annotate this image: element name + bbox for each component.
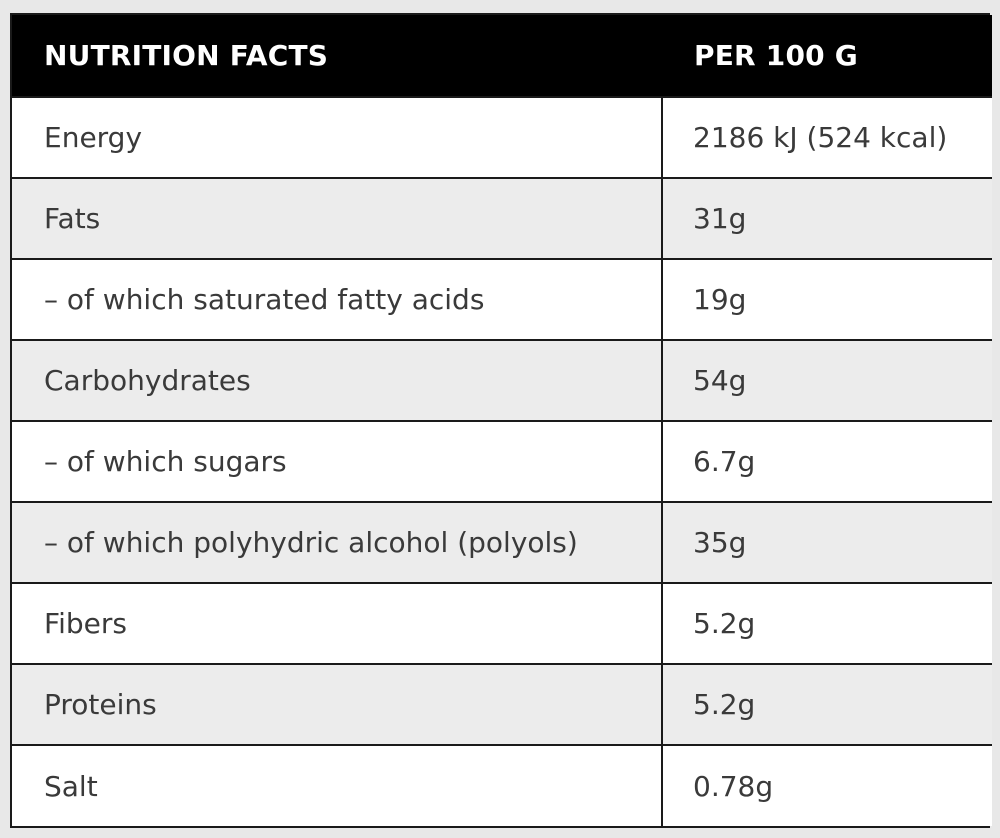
table-row: Energy 2186 kJ (524 kcal): [12, 96, 992, 178]
nutrient-value: 2186 kJ (524 kcal): [661, 96, 992, 178]
nutrient-name: – of which sugars: [12, 420, 662, 502]
table-row: Fats 31g: [12, 177, 992, 259]
nutrient-value: 31g: [661, 177, 992, 259]
table-row: Carbohydrates 54g: [12, 339, 992, 421]
nutrient-name: – of which saturated fatty acids: [12, 258, 662, 340]
nutrient-name: Fibers: [12, 582, 662, 664]
nutrient-value: 5.2g: [661, 582, 992, 664]
table-header: NUTRITION FACTS PER 100 G: [12, 15, 992, 97]
nutrient-value: 5.2g: [661, 663, 992, 745]
nutrient-name: Proteins: [12, 663, 662, 745]
nutrient-value: 54g: [661, 339, 992, 421]
header-nutrition-facts: NUTRITION FACTS: [12, 15, 662, 97]
table-row: Salt 0.78g: [12, 744, 992, 826]
nutrient-name: Carbohydrates: [12, 339, 662, 421]
nutrient-name: Salt: [12, 744, 662, 826]
nutrient-name: Energy: [12, 96, 662, 178]
table-row: – of which sugars 6.7g: [12, 420, 992, 502]
table-body: Energy 2186 kJ (524 kcal) Fats 31g – of …: [12, 96, 992, 826]
header-row: NUTRITION FACTS PER 100 G: [12, 15, 992, 97]
table-row: Fibers 5.2g: [12, 582, 992, 664]
nutrient-value: 6.7g: [661, 420, 992, 502]
nutrient-value: 19g: [661, 258, 992, 340]
nutrient-value: 35g: [661, 501, 992, 583]
nutrient-value: 0.78g: [661, 744, 992, 826]
table-row: – of which polyhydric alcohol (polyols) …: [12, 501, 992, 583]
nutrient-name: – of which polyhydric alcohol (polyols): [12, 501, 662, 583]
table-row: Proteins 5.2g: [12, 663, 992, 745]
table-row: – of which saturated fatty acids 19g: [12, 258, 992, 340]
header-per-100g: PER 100 G: [662, 15, 992, 97]
nutrition-table: NUTRITION FACTS PER 100 G Energy 2186 kJ…: [12, 15, 992, 826]
nutrition-facts-table: NUTRITION FACTS PER 100 G Energy 2186 kJ…: [10, 13, 992, 828]
nutrient-name: Fats: [12, 177, 662, 259]
